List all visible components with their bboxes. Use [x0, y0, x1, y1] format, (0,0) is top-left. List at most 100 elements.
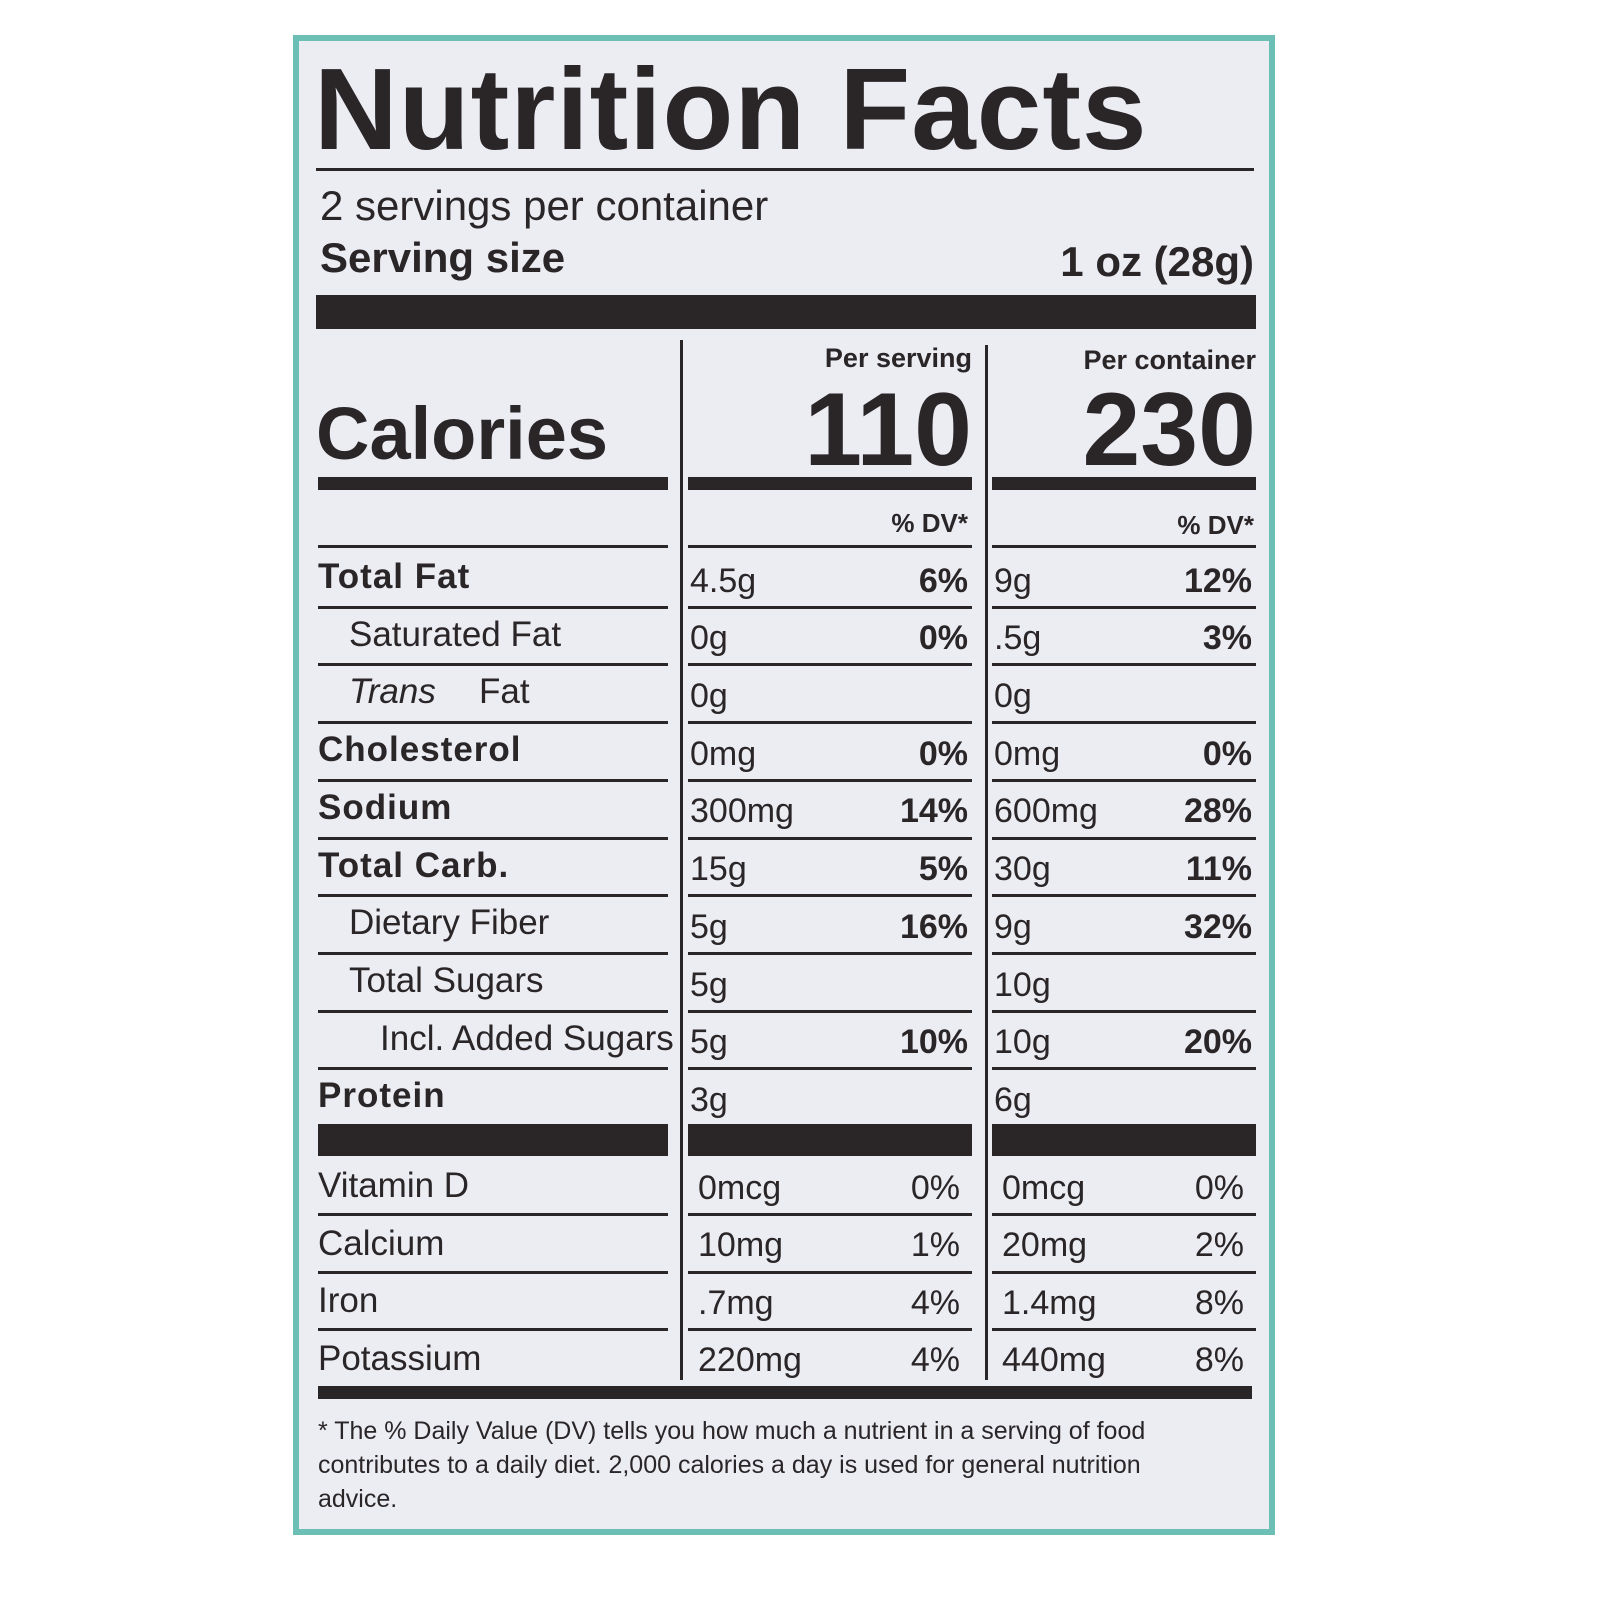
- amount: 10mg: [698, 1226, 784, 1265]
- daily-value: 0%: [918, 734, 968, 773]
- daily-value: 1%: [910, 1226, 960, 1265]
- serving-size-label: Serving size: [320, 233, 566, 281]
- row-rule: [318, 663, 668, 667]
- column-divider: [680, 340, 683, 1380]
- footnote: * The % Daily Value (DV) tells you how m…: [318, 1417, 1146, 1513]
- daily-value: 14%: [899, 792, 968, 831]
- daily-value: 10%: [899, 1023, 968, 1062]
- amount: 0g: [690, 619, 728, 658]
- daily-value: 0%: [910, 1168, 960, 1207]
- row-rule: [318, 778, 668, 782]
- label-box: [293, 35, 1275, 1535]
- row-rule: [318, 545, 668, 548]
- amount: 0g: [690, 677, 728, 715]
- calories-rule: [992, 477, 1256, 490]
- nutrient-name: Incl. Added Sugars: [380, 1018, 674, 1058]
- daily-value: 0%: [1202, 734, 1252, 773]
- row-rule: [688, 778, 972, 782]
- servings-per-container: 2 servings per container: [320, 181, 769, 229]
- daily-value: 16%: [899, 907, 968, 946]
- daily-value: 3%: [1202, 619, 1252, 658]
- row-rule: [318, 1009, 668, 1013]
- row-rule: [318, 1067, 668, 1071]
- amount: 220mg: [698, 1341, 802, 1380]
- row-rule: [688, 894, 972, 898]
- amount: 0mg: [690, 734, 757, 773]
- thick-rule: [318, 1124, 668, 1156]
- row-rule: [318, 1270, 668, 1274]
- thick-rule: [688, 1124, 972, 1156]
- row-rule: [688, 1213, 972, 1216]
- amount: 3g: [690, 1080, 728, 1119]
- row-rule: [992, 1067, 1256, 1071]
- amount: 600mg: [994, 792, 1098, 831]
- amount: 440mg: [1002, 1341, 1106, 1380]
- amount: 5g: [690, 907, 728, 946]
- amount: .5g: [994, 619, 1042, 658]
- row-rule: [992, 721, 1256, 725]
- amount: 30g: [994, 850, 1051, 889]
- daily-value: 32%: [1183, 907, 1252, 946]
- calories-value: 230: [1082, 371, 1256, 488]
- calories-label: Calories: [316, 391, 609, 475]
- row-rule: [992, 894, 1256, 898]
- amount: 20mg: [1002, 1226, 1088, 1265]
- daily-value: 4%: [910, 1283, 960, 1322]
- row-rule: [992, 663, 1256, 667]
- row-rule: [318, 1328, 668, 1331]
- row-rule: [992, 1213, 1256, 1216]
- row-rule: [318, 605, 668, 609]
- title-rule: [316, 168, 1254, 171]
- row-rule: [688, 545, 972, 548]
- nutrient-name: Protein: [318, 1076, 446, 1116]
- row-rule: [992, 605, 1256, 609]
- amount: 5g: [690, 1023, 728, 1062]
- vitamin-name: Potassium: [318, 1338, 482, 1378]
- nutrient-name: Trans: [349, 672, 436, 712]
- thick-rule: [318, 1386, 1252, 1399]
- nutrient-name: Total Carb.: [318, 845, 510, 885]
- calories-rule: [318, 477, 668, 490]
- row-rule: [992, 1328, 1256, 1331]
- amount: 10g: [994, 965, 1051, 1004]
- title: Nutrition Facts: [314, 44, 1148, 175]
- amount: 10g: [994, 1023, 1051, 1062]
- row-rule: [688, 1009, 972, 1013]
- amount: .7mg: [698, 1283, 774, 1322]
- vitamin-name: Iron: [318, 1281, 379, 1320]
- daily-value: 8%: [1194, 1283, 1244, 1322]
- dv-header: % DV*: [891, 508, 968, 539]
- daily-value: 0%: [918, 619, 968, 658]
- nutrient-name: Cholesterol: [318, 730, 522, 770]
- nutrient-name: Saturated Fat: [349, 614, 562, 654]
- daily-value: 4%: [910, 1341, 960, 1380]
- amount: 15g: [690, 850, 747, 889]
- daily-value: 6%: [918, 561, 968, 600]
- vitamin-name: Calcium: [318, 1223, 445, 1263]
- serving-size-value: 1 oz (28g): [1060, 237, 1254, 285]
- amount: 0mcg: [698, 1168, 782, 1207]
- daily-value: 0%: [1194, 1168, 1244, 1207]
- row-rule: [688, 1067, 972, 1071]
- amount: 0mcg: [1002, 1168, 1086, 1207]
- daily-value: 12%: [1183, 561, 1252, 600]
- calories-rule: [688, 477, 972, 490]
- row-rule: [992, 778, 1256, 782]
- row-rule: [688, 605, 972, 609]
- row-rule: [688, 836, 972, 840]
- row-rule: [318, 951, 668, 955]
- nutrient-name: Total Sugars: [349, 960, 544, 1000]
- amount: 5g: [690, 965, 728, 1004]
- row-rule: [318, 894, 668, 898]
- nutrient-name: Fat: [479, 672, 530, 712]
- daily-value: 28%: [1183, 792, 1252, 831]
- amount: 9g: [994, 907, 1032, 946]
- column-divider: [985, 345, 988, 1380]
- nutrient-name: Sodium: [318, 787, 453, 827]
- column-header: Per serving: [824, 342, 972, 373]
- row-rule: [688, 663, 972, 667]
- row-rule: [688, 951, 972, 955]
- row-rule: [318, 1213, 668, 1216]
- row-rule: [992, 1270, 1256, 1274]
